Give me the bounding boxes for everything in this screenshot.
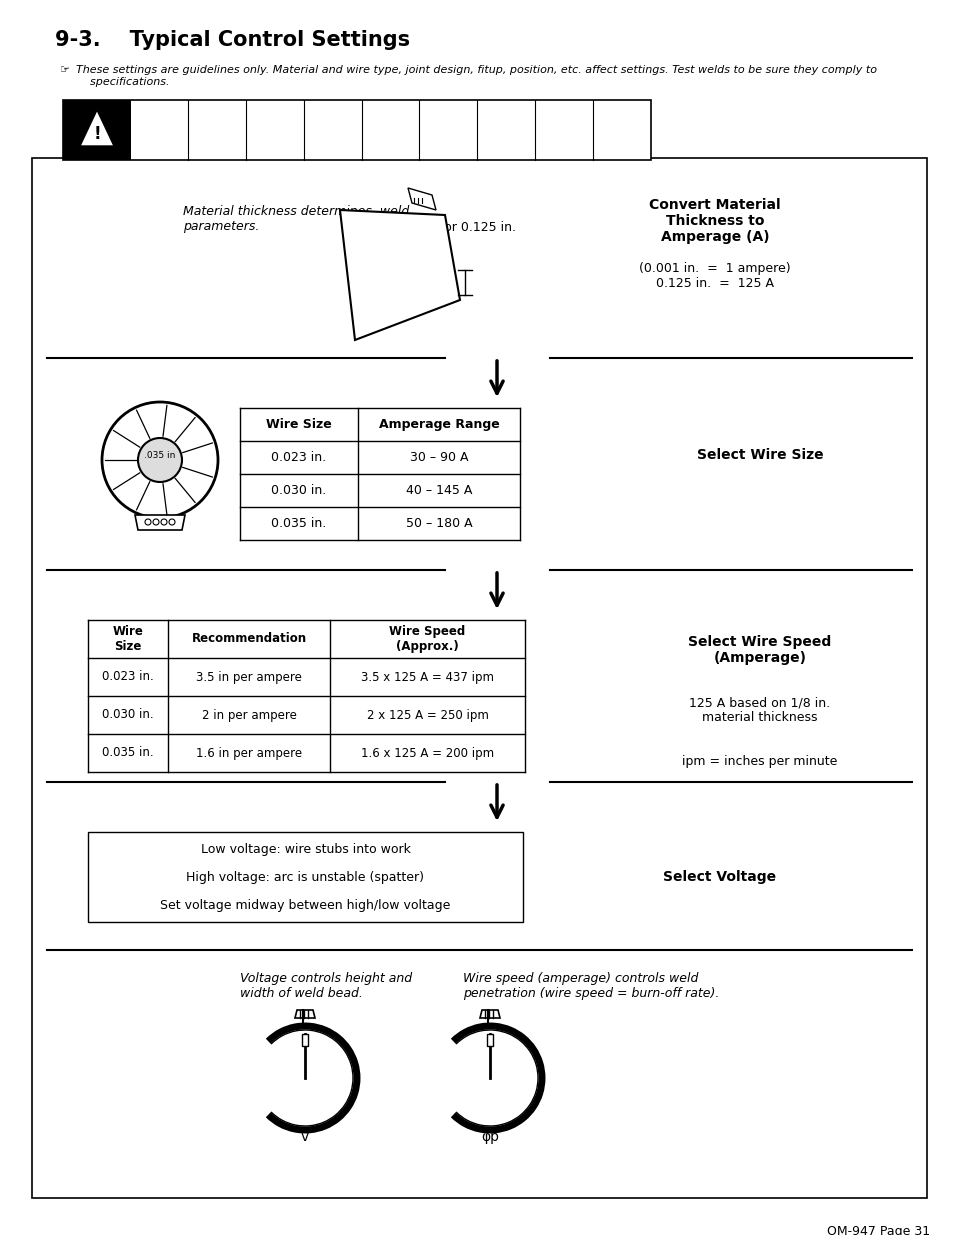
Text: (0.001 in.  =  1 ampere)
0.125 in.  =  125 A: (0.001 in. = 1 ampere) 0.125 in. = 125 A — [639, 262, 790, 290]
Text: Recommendation: Recommendation — [192, 632, 306, 646]
Text: 2 x 125 A = 250 ipm: 2 x 125 A = 250 ipm — [366, 709, 488, 721]
Text: Wire
Size: Wire Size — [112, 625, 143, 653]
Text: 0.035 in.: 0.035 in. — [102, 746, 153, 760]
Text: ipm = inches per minute: ipm = inches per minute — [681, 756, 837, 768]
Text: ☞: ☞ — [60, 65, 70, 75]
Bar — [32, 158, 926, 1198]
Text: .035 in: .035 in — [144, 451, 175, 459]
Text: Material thickness determines  weld
parameters.: Material thickness determines weld param… — [183, 205, 409, 233]
Polygon shape — [80, 110, 113, 146]
Text: These settings are guidelines only. Material and wire type, joint design, fitup,: These settings are guidelines only. Mate… — [76, 65, 876, 86]
Text: Wire Speed
(Approx.): Wire Speed (Approx.) — [389, 625, 465, 653]
Text: Select Wire Size: Select Wire Size — [696, 448, 822, 462]
Text: 0.030 in.: 0.030 in. — [271, 484, 326, 496]
Text: Voltage controls height and
width of weld bead.: Voltage controls height and width of wel… — [240, 972, 412, 1000]
Polygon shape — [135, 515, 185, 530]
Text: OM-947 Page 31: OM-947 Page 31 — [826, 1225, 929, 1235]
Text: Low voltage: wire stubs into work: Low voltage: wire stubs into work — [200, 844, 410, 857]
Text: Select Wire Speed
(Amperage): Select Wire Speed (Amperage) — [688, 635, 831, 666]
Circle shape — [138, 438, 182, 482]
Text: 30 – 90 A: 30 – 90 A — [410, 451, 468, 464]
Text: φp: φp — [480, 1130, 498, 1144]
Bar — [63, 100, 131, 161]
Text: !: ! — [93, 125, 101, 143]
Polygon shape — [339, 210, 459, 340]
Polygon shape — [294, 1010, 314, 1018]
Polygon shape — [479, 1010, 499, 1018]
Bar — [63, 100, 650, 161]
Text: 50 – 180 A: 50 – 180 A — [405, 517, 472, 530]
Bar — [486, 1034, 493, 1046]
Bar — [88, 832, 522, 923]
Text: 40 – 145 A: 40 – 145 A — [405, 484, 472, 496]
Bar — [302, 1034, 308, 1046]
Text: v: v — [300, 1130, 309, 1144]
Text: 0.035 in.: 0.035 in. — [271, 517, 326, 530]
Text: High voltage: arc is unstable (spatter): High voltage: arc is unstable (spatter) — [186, 872, 424, 884]
Text: Set voltage midway between high/low voltage: Set voltage midway between high/low volt… — [160, 899, 450, 913]
Text: 3.5 in per ampere: 3.5 in per ampere — [196, 671, 301, 683]
Text: 0.023 in.: 0.023 in. — [272, 451, 326, 464]
Text: Select Voltage: Select Voltage — [662, 869, 776, 884]
Text: 0.023 in.: 0.023 in. — [102, 671, 153, 683]
Text: 1.6 in per ampere: 1.6 in per ampere — [195, 746, 302, 760]
Text: Wire speed (amperage) controls weld
penetration (wire speed = burn-off rate).: Wire speed (amperage) controls weld pene… — [462, 972, 719, 1000]
Text: 1/8 or 0.125 in.: 1/8 or 0.125 in. — [419, 220, 516, 233]
Text: 2 in per ampere: 2 in per ampere — [201, 709, 296, 721]
Text: 1.6 x 125 A = 200 ipm: 1.6 x 125 A = 200 ipm — [360, 746, 494, 760]
Text: 9-3.    Typical Control Settings: 9-3. Typical Control Settings — [55, 30, 410, 49]
Text: 3.5 x 125 A = 437 ipm: 3.5 x 125 A = 437 ipm — [360, 671, 494, 683]
Text: Convert Material
Thickness to
Amperage (A): Convert Material Thickness to Amperage (… — [648, 198, 780, 245]
Text: 0.030 in.: 0.030 in. — [102, 709, 153, 721]
Text: Wire Size: Wire Size — [266, 417, 332, 431]
Text: 125 A based on 1/8 in.
material thickness: 125 A based on 1/8 in. material thicknes… — [689, 697, 830, 724]
Text: Amperage Range: Amperage Range — [378, 417, 498, 431]
Polygon shape — [408, 188, 436, 210]
